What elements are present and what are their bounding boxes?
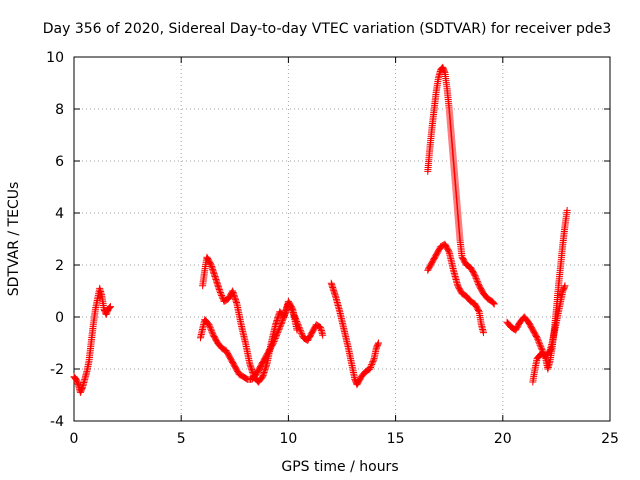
data-point xyxy=(78,385,86,392)
data-point xyxy=(366,364,374,372)
series-arc-3 xyxy=(199,253,301,386)
data-point xyxy=(440,67,448,75)
data-point xyxy=(298,329,306,337)
chart-title: Day 356 of 2020, Sidereal Day-to-day VTE… xyxy=(43,21,612,37)
x-tick-label: 0 xyxy=(70,431,79,447)
data-point xyxy=(368,359,376,367)
data-point xyxy=(367,362,375,370)
data-point xyxy=(374,339,382,347)
data-point xyxy=(534,337,542,345)
data-point xyxy=(473,277,481,285)
data-point xyxy=(218,293,226,301)
y-tick-label: 2 xyxy=(55,258,64,274)
data-point xyxy=(207,325,215,333)
data-point xyxy=(105,304,113,312)
data-point xyxy=(288,304,296,312)
data-point xyxy=(208,327,216,335)
data-point xyxy=(444,247,452,255)
data-point xyxy=(366,365,374,373)
data-point xyxy=(534,335,542,343)
data-point xyxy=(217,290,225,298)
x-tick-label: 25 xyxy=(601,431,619,447)
series-arc-5 xyxy=(424,63,498,308)
data-point xyxy=(471,271,479,279)
data-point xyxy=(216,287,224,295)
y-tick-label: 8 xyxy=(55,102,64,118)
y-tick-label: -2 xyxy=(50,362,64,378)
data-point xyxy=(369,358,377,366)
data-point xyxy=(490,300,498,308)
data-point xyxy=(473,276,481,284)
data-point xyxy=(472,274,480,282)
data-point xyxy=(206,324,214,332)
series-arc-4 xyxy=(327,279,382,389)
y-tick-label: 10 xyxy=(46,50,64,66)
data-point xyxy=(536,341,544,349)
x-tick-label: 20 xyxy=(494,431,512,447)
x-axis-label: GPS time / hours xyxy=(281,459,398,475)
data-point xyxy=(370,356,378,364)
data-point xyxy=(563,206,571,214)
data-point xyxy=(106,303,114,311)
data-point xyxy=(216,288,224,296)
data-point xyxy=(106,303,114,311)
data-points xyxy=(70,63,571,396)
data-point xyxy=(474,279,482,287)
data-point xyxy=(297,328,305,336)
series-arc-1 xyxy=(70,284,114,396)
y-tick-label: 0 xyxy=(55,310,64,326)
series-arc-6 xyxy=(424,240,488,337)
data-point xyxy=(472,273,480,281)
data-point xyxy=(560,283,568,291)
tick-layer: 0 5 10 15 20 25 -4 -2 0 2 4 6 8 10 xyxy=(46,50,619,447)
plot-frame xyxy=(73,56,611,422)
data-point xyxy=(475,307,483,314)
data-point xyxy=(561,282,569,290)
data-point xyxy=(490,299,498,307)
x-tick-label: 15 xyxy=(387,431,405,447)
y-tick-label: 4 xyxy=(55,206,64,222)
data-point xyxy=(536,340,544,348)
y-axis-label: SDTVAR / TECUs xyxy=(6,182,22,297)
data-point xyxy=(374,340,382,348)
data-point xyxy=(368,361,376,369)
y-tick-label: -4 xyxy=(50,414,64,430)
data-point xyxy=(319,331,327,339)
data-point xyxy=(533,334,541,342)
data-point xyxy=(218,291,226,299)
x-tick-label: 5 xyxy=(177,431,186,447)
grid-layer xyxy=(74,57,610,421)
data-point xyxy=(537,343,545,351)
data-point xyxy=(205,321,213,329)
data-point xyxy=(535,338,543,346)
data-point xyxy=(298,331,306,339)
series-arc-8 xyxy=(529,282,569,386)
data-point xyxy=(206,322,214,330)
data-point xyxy=(293,326,301,334)
x-tick-label: 10 xyxy=(279,431,297,447)
data-point xyxy=(489,298,497,306)
y-tick-label: 6 xyxy=(55,154,64,170)
data-point xyxy=(74,379,82,387)
data-point xyxy=(480,329,488,337)
data-point xyxy=(208,328,216,336)
